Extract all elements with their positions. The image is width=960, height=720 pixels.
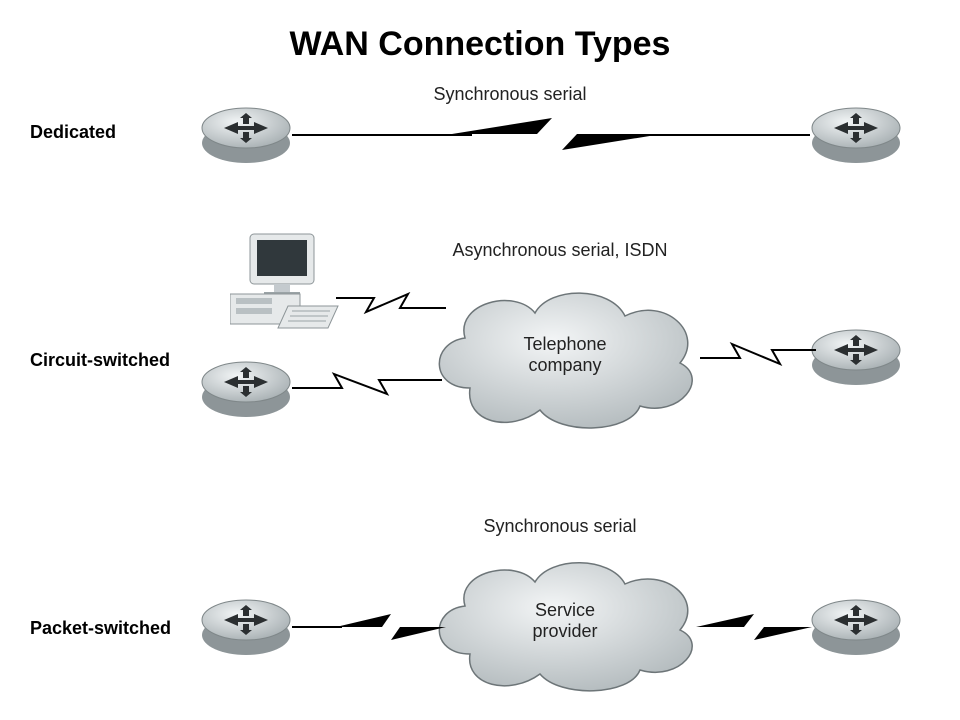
cloud-text-line2: company [528,355,601,375]
row-label-circuit: Circuit-switched [30,350,170,371]
connection-label-dedicated: Synchronous serial [370,84,650,105]
router-icon [200,596,292,658]
link-line [640,134,810,136]
cloud-label: Telephone company [490,334,640,375]
lightning-icon [696,610,812,644]
jagged-link-icon [336,292,446,322]
router-icon [810,326,902,388]
lightning-icon [336,610,446,644]
jagged-link-icon [292,366,442,400]
router-icon [810,104,902,166]
jagged-link-icon [700,340,816,370]
cloud-text-line1: Service [535,600,595,620]
link-line [292,626,342,628]
cloud-text-line1: Telephone [523,334,606,354]
lightning-icon [452,112,662,156]
link-line [292,134,472,136]
computer-icon [230,232,340,332]
row-label-dedicated: Dedicated [30,122,116,143]
cloud-label: Service provider [495,600,635,641]
router-icon [200,358,292,420]
row-label-packet: Packet-switched [30,618,171,639]
page-title: WAN Connection Types [0,25,960,64]
router-icon [200,104,292,166]
router-icon [810,596,902,658]
connection-label-circuit: Asynchronous serial, ISDN [400,240,720,261]
cloud-text-line2: provider [532,621,597,641]
connection-label-packet: Synchronous serial [420,516,700,537]
